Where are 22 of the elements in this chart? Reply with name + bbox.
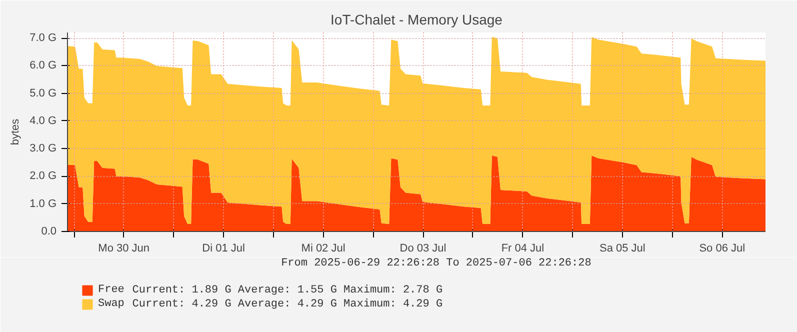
- y-tick-label: 7.0 G: [30, 32, 56, 44]
- x-tick-label: Mo 30 Jun: [98, 242, 150, 254]
- y-tick-label: 6.0 G: [30, 60, 56, 72]
- y-tick-label: 3.0 G: [30, 142, 56, 155]
- y-tick-label: 4.0 G: [30, 114, 56, 127]
- chart-title: IoT-Chalet - Memory Usage: [330, 12, 503, 28]
- y-tick-label: 2.0 G: [30, 170, 56, 182]
- x-tick-label: Fr 04 Jul: [501, 242, 544, 254]
- text: From 2025-06-29 22:26:28 To 2025-07-06 22:26:28: [281, 258, 592, 270]
- y-tick-label: 1.0 G: [30, 198, 56, 210]
- x-tick-label: Mi 02 Jul: [301, 242, 346, 254]
- y-axis-title: bytes: [10, 118, 22, 146]
- legend-label: Swap: [98, 297, 124, 311]
- x-tick-label: Do 03 Jul: [400, 242, 446, 254]
- text: Current: 4.29 G Average: 4.29 G Maximum: 4.29 G: [132, 298, 443, 310]
- x-tick-label: Di 01 Jul: [202, 242, 245, 254]
- x-tick-label: So 06 Jul: [699, 242, 746, 254]
- legend-label: Free: [98, 283, 124, 297]
- y-tick-label: 0.0: [41, 226, 57, 238]
- x-tick-label: Sa 05 Jul: [600, 242, 646, 254]
- text: Current: 1.89 G Average: 1.55 G Maximum: 2.78 G: [132, 284, 443, 296]
- y-tick-label: 5.0 G: [30, 87, 56, 100]
